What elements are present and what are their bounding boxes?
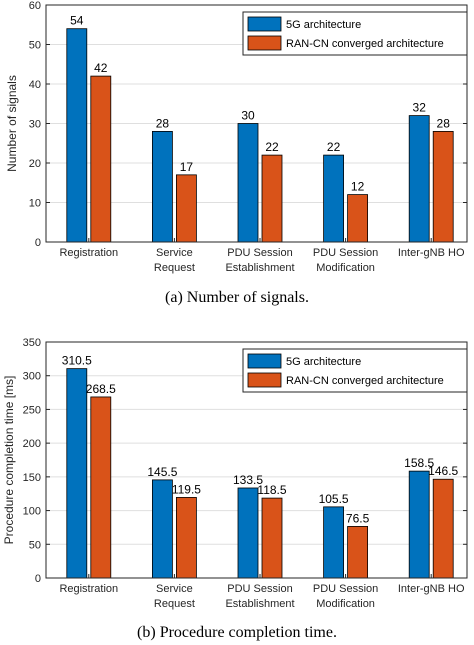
bar-series-a <box>237 123 259 243</box>
chart-caption: (a) Number of signals. <box>165 289 309 306</box>
x-tick-label: Modification <box>316 262 375 274</box>
data-label: 30 <box>241 109 255 123</box>
chart-a: 0 10 20 30 40 50 60 54 42 Registration 28 17 Service… <box>5 0 468 306</box>
data-label: 54 <box>70 14 84 28</box>
x-tick-label: Establishment <box>225 598 294 610</box>
bar-series-b <box>347 194 369 243</box>
y-tick-label: 150 <box>23 472 41 484</box>
data-label: 146.5 <box>428 464 458 478</box>
y-axis-label: Procedure completion time [ms] <box>2 376 16 545</box>
x-tick-label: Request <box>154 262 195 274</box>
bar-series-a <box>323 154 345 243</box>
x-tick-label: PDU Session <box>313 583 378 595</box>
x-tick-label: Registration <box>59 247 118 259</box>
bar-series-a <box>408 115 430 243</box>
y-tick-label: 10 <box>29 198 41 210</box>
legend-swatch <box>247 16 282 32</box>
data-label: 118.5 <box>257 483 286 497</box>
data-label: 119.5 <box>172 482 201 496</box>
chart-b: 0 50 100 150 200 250 300 350 310.5 268.5 Registrat… <box>2 337 468 641</box>
legend-label: RAN-CN converged architecture <box>286 375 444 387</box>
x-tick-label: Service <box>156 247 193 259</box>
data-label: 158.5 <box>404 456 434 470</box>
x-tick-label: Service <box>156 583 193 595</box>
data-label: 17 <box>180 160 194 174</box>
bar-series-a <box>323 506 345 579</box>
bar-series-b <box>175 174 197 243</box>
axes-box <box>45 341 468 579</box>
y-tick-label: 50 <box>29 40 41 52</box>
data-label: 42 <box>94 61 108 75</box>
y-tick-label: 250 <box>23 404 41 416</box>
bar-series-b <box>432 130 454 243</box>
x-tick-label: Modification <box>316 598 375 610</box>
data-label: 22 <box>327 140 341 154</box>
legend-swatch <box>247 372 282 388</box>
data-label: 12 <box>351 180 365 194</box>
data-label: 145.5 <box>147 465 177 479</box>
x-tick-label: Registration <box>59 583 118 595</box>
data-label: 133.5 <box>233 473 263 487</box>
y-axis-label: Number of signals <box>5 75 19 172</box>
x-tick-label: Request <box>154 598 195 610</box>
data-label: 105.5 <box>319 492 349 506</box>
legend: 5G architecture RAN-CN converged architec… <box>242 11 468 56</box>
y-tick-label: 0 <box>35 573 41 585</box>
y-tick-label: 60 <box>29 0 41 12</box>
legend: 5G architecture RAN-CN converged architec… <box>242 348 468 393</box>
bar-series-a <box>151 130 173 243</box>
y-tick-label: 20 <box>29 158 41 170</box>
y-tick-label: 300 <box>23 371 41 383</box>
y-tick-label: 40 <box>29 79 41 91</box>
bar-series-a <box>151 479 173 579</box>
data-label: 32 <box>413 101 427 115</box>
bar-series-b <box>175 497 197 579</box>
y-tick-label: 0 <box>35 237 41 249</box>
data-label: 310.5 <box>62 354 92 368</box>
legend-label: 5G architecture <box>286 356 361 368</box>
x-tick-label: PDU Session <box>227 583 292 595</box>
data-label: 268.5 <box>86 382 116 396</box>
bar-series-a <box>66 28 88 243</box>
data-label: 22 <box>265 140 279 154</box>
legend-swatch <box>247 353 282 369</box>
y-tick-label: 50 <box>29 539 41 551</box>
legend-label: RAN-CN converged architecture <box>286 38 444 50</box>
x-tick-label: PDU Session <box>227 247 292 259</box>
x-tick-label: Establishment <box>225 262 294 274</box>
x-tick-label: PDU Session <box>313 247 378 259</box>
legend-label: 5G architecture <box>286 19 361 31</box>
bar-series-b <box>90 396 112 579</box>
data-label: 28 <box>156 116 170 130</box>
data-label: 28 <box>437 116 451 130</box>
y-tick-label: 200 <box>23 438 41 450</box>
x-tick-label: Inter-gNB HO <box>398 247 465 259</box>
data-label: 76.5 <box>346 511 370 525</box>
bar-series-a <box>408 470 430 579</box>
bar-series-b <box>432 478 454 579</box>
bar-series-a <box>66 368 88 579</box>
bar-series-b <box>90 75 112 243</box>
axes-box <box>45 4 468 243</box>
chart-caption: (b) Procedure completion time. <box>137 624 337 641</box>
bar-series-b <box>261 154 283 243</box>
y-tick-label: 30 <box>29 119 41 131</box>
y-tick-label: 100 <box>23 506 41 518</box>
bar-series-b <box>261 497 283 579</box>
legend-swatch <box>247 35 282 51</box>
bar-series-a <box>237 487 259 579</box>
x-tick-label: Inter-gNB HO <box>398 583 465 595</box>
y-tick-label: 350 <box>23 337 41 349</box>
bar-series-b <box>347 526 369 579</box>
